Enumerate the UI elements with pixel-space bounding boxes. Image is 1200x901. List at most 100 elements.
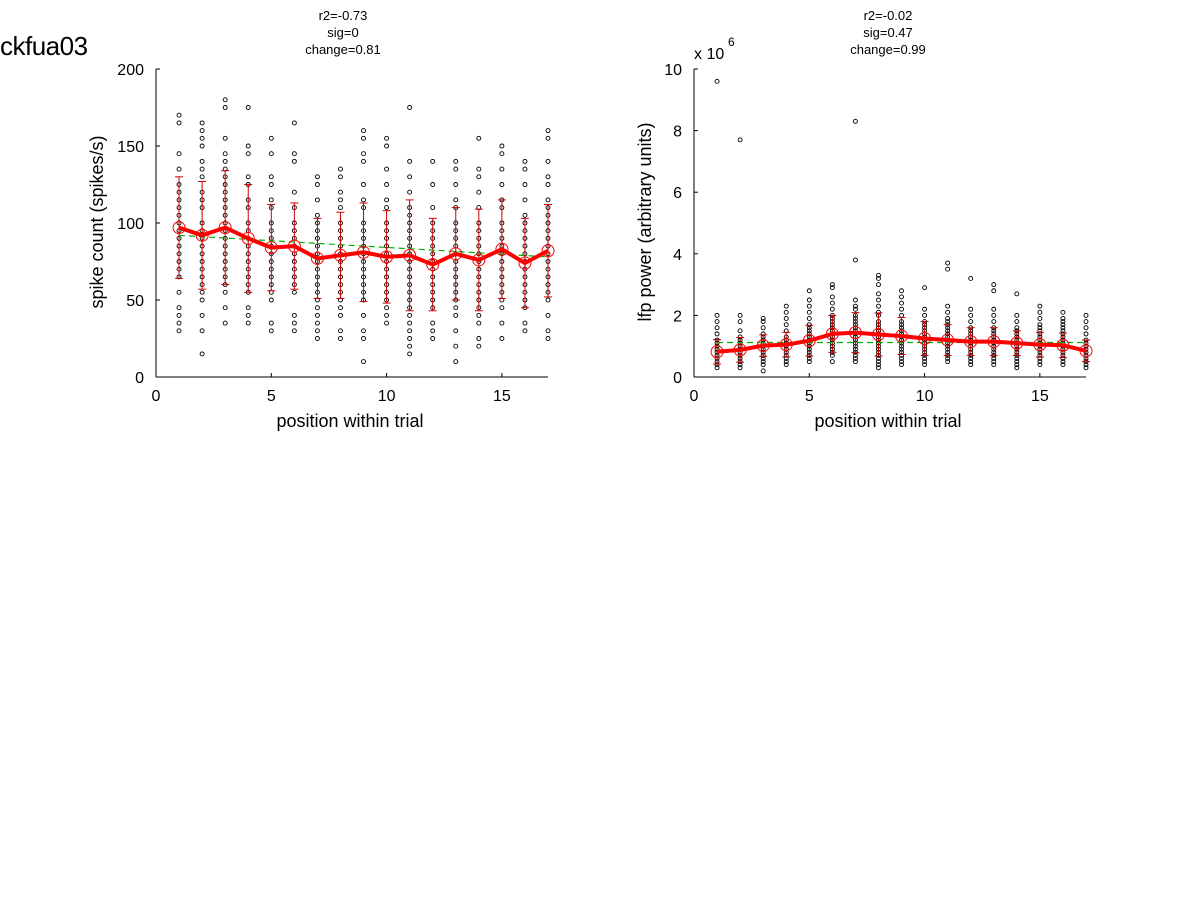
data-point [476,166,482,172]
data-point [899,294,904,300]
stat-line-change: change=0.81 [305,42,381,57]
data-point [899,300,904,306]
mean-marker [895,329,909,343]
mean-marker [987,335,1001,349]
data-point [899,359,904,365]
data-point [499,320,505,326]
mean-marker [541,244,555,258]
data-point [922,356,928,361]
data-point [453,182,459,187]
mean-marker [964,335,978,349]
data-point [338,166,343,172]
data-point [314,336,320,341]
data-point [852,306,858,312]
data-point [407,343,413,349]
data-point [852,356,858,361]
data-point [737,328,743,334]
data-point [968,356,974,361]
data-point [783,359,789,365]
data-point [338,305,343,311]
stat-line-r2: r2=-0.02 [864,8,913,23]
data-point [945,356,951,361]
data-point [829,306,835,312]
data-point [384,205,390,211]
data-point [1060,322,1066,328]
data-point [991,282,997,288]
data-point [806,303,812,309]
data-point [453,197,459,203]
data-point [384,166,390,172]
data-point [1083,331,1089,337]
y-tick-label: 10 [664,62,682,79]
data-point [545,174,551,180]
data-point [268,174,274,180]
data-point [384,135,390,141]
data-point [1037,325,1043,331]
data-point [314,328,320,334]
data-point [829,282,835,288]
data-point [545,158,551,164]
data-point [407,105,413,110]
data-point [199,158,205,164]
lfp-power-panel: r2=-0.02 sig=0.47 change=0.99 position w… [635,8,1093,431]
data-point [783,362,789,368]
data-point [1014,365,1020,371]
data-point [991,312,997,318]
data-point [714,312,720,318]
data-point [806,297,812,303]
mean-marker [380,250,394,264]
data-point [384,197,390,203]
mean-marker [426,258,440,272]
data-point [199,128,205,134]
data-point [899,288,904,294]
data-point [499,151,505,157]
data-point [1060,359,1066,365]
data-point [453,328,459,334]
mean-marker [241,231,255,245]
data-point [176,305,182,311]
data-point [1060,325,1066,331]
data-point [991,306,997,312]
data-point [783,303,789,309]
data-point [945,319,951,325]
data-point [876,365,881,371]
data-point [222,97,228,103]
data-point [476,135,482,141]
x-axis-label: position within trial [814,411,961,431]
mean-marker [1033,338,1047,352]
data-point [407,320,413,326]
data-point [222,135,228,141]
data-point [361,135,366,141]
data-point [876,272,881,278]
data-point [737,319,743,325]
data-point [1060,362,1066,368]
data-point [314,174,320,180]
data-point [945,316,951,321]
data-point [1037,362,1043,368]
y-axis-multiplier-exponent: 6 [728,35,735,49]
data-point [852,297,858,303]
data-point [176,328,182,334]
data-point [545,197,551,203]
mean-marker [172,221,186,235]
data-point [384,143,390,149]
data-point [1037,316,1043,321]
data-point [806,359,812,365]
plot-area: 0 5 10 15 0 2 4 6 8 10 [664,62,1093,405]
data-point [760,319,766,325]
y-tick-label: 100 [117,216,144,233]
data-point [899,306,904,312]
data-point [545,182,551,187]
data-point [245,174,251,180]
data-point [314,320,320,326]
data-point [1060,319,1066,325]
y-tick-label: 6 [673,185,682,202]
mean-marker [941,333,955,347]
data-point [737,312,743,318]
data-point [291,320,297,326]
data-point [714,78,720,84]
data-point [268,197,274,203]
data-point [176,312,182,318]
data-point [760,359,766,365]
data-point [199,166,205,172]
